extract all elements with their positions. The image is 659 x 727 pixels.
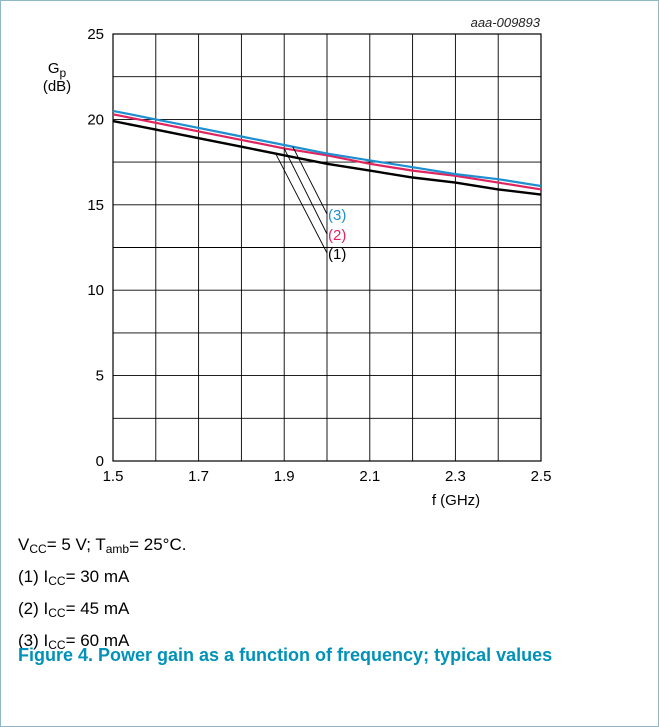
x-tick-label: 1.7	[188, 468, 209, 485]
series-leader-2	[283, 148, 328, 235]
y-axis-label: Gp	[48, 60, 67, 80]
series-label-3: (3)	[328, 207, 346, 224]
note-item-3: (3) ICC= 60 mA	[18, 631, 130, 652]
x-tick-label: 2.5	[531, 468, 552, 485]
x-tick-label: 1.9	[274, 468, 295, 485]
power-gain-chart: 1.5 1.7 1.9 2.1 2.3 2.5 0 5 10 15 20 25 Gp (dB) f (…	[43, 26, 552, 509]
axis-labels: Gp (dB) f (GHz)	[43, 60, 480, 509]
figure-id: aaa-009893	[470, 15, 540, 30]
y-tick-label: 15	[87, 197, 104, 214]
series-lines	[112, 109, 542, 196]
y-tick-label: 0	[96, 453, 104, 470]
series-line-2	[112, 113, 542, 191]
tick-labels: 1.5 1.7 1.9 2.1 2.3 2.5 0 5 10 15 20 25	[87, 26, 551, 485]
y-tick-label: 20	[87, 111, 104, 128]
x-tick-label: 2.3	[445, 468, 466, 485]
conditions-line: VCC= 5 V; Tamb= 25°C.	[18, 535, 187, 556]
y-tick-label: 5	[96, 368, 104, 385]
series-leader-3	[292, 146, 328, 215]
x-tick-label: 1.5	[103, 468, 124, 485]
series-line-3	[112, 109, 542, 188]
series-label-1: (1)	[328, 246, 346, 263]
grid	[112, 33, 542, 462]
series-label-2: (2)	[328, 227, 346, 244]
note-item-1: (1) ICC= 30 mA	[18, 567, 130, 588]
x-axis-label: f (GHz)	[432, 492, 480, 509]
plot-border	[112, 33, 542, 462]
series-leader-1	[275, 153, 328, 254]
y-axis-unit: (dB)	[43, 78, 71, 95]
note-item-2: (2) ICC= 45 mA	[18, 599, 130, 620]
series-line-1	[112, 119, 542, 196]
series-leaders: (3) (2) (1)	[275, 146, 346, 263]
y-tick-label: 25	[87, 26, 104, 43]
y-tick-label: 10	[87, 282, 104, 299]
figure-caption: Figure 4. Power gain as a function of fr…	[18, 645, 553, 665]
x-tick-label: 2.1	[359, 468, 380, 485]
figure-notes: VCC= 5 V; Tamb= 25°C. (1) ICC= 30 mA (2)…	[18, 529, 186, 657]
